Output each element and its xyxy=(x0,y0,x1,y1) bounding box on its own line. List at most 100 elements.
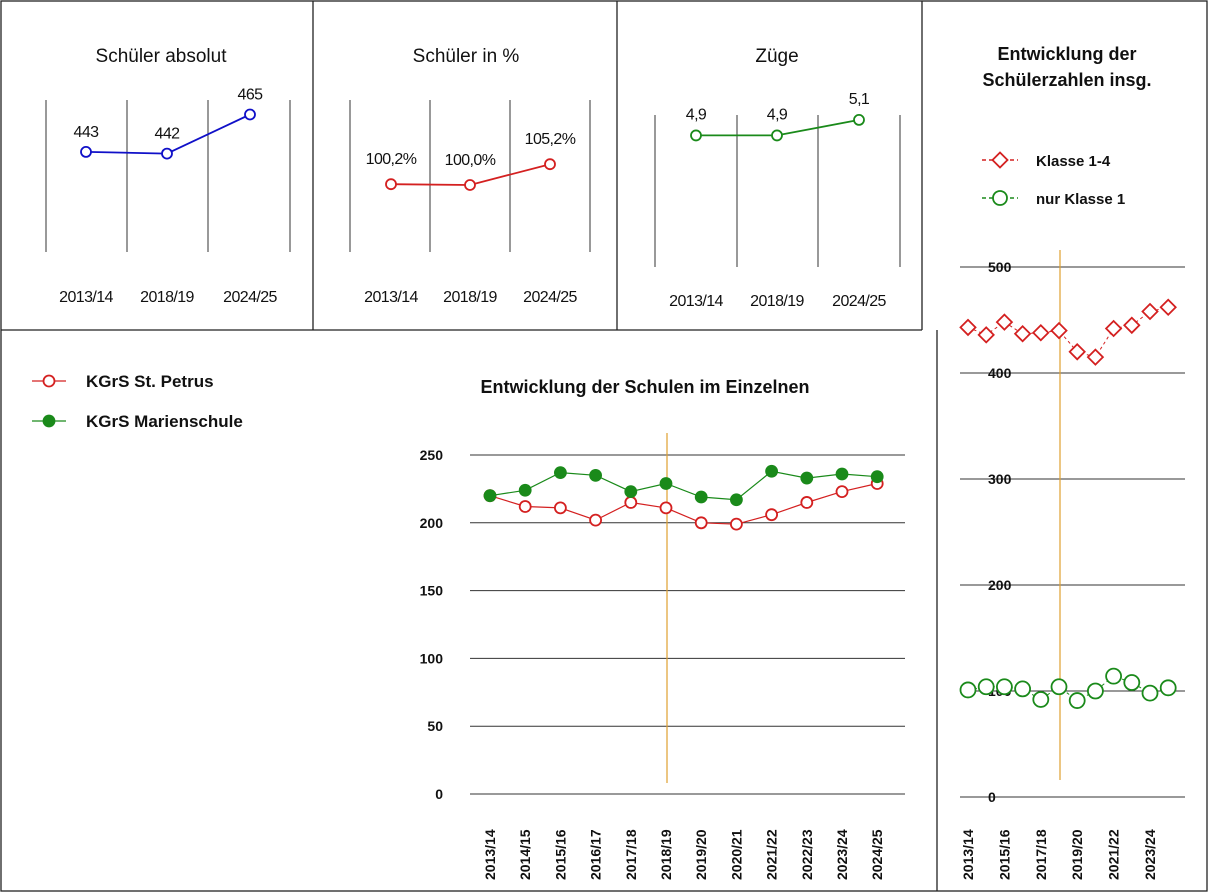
panel3-point-2 xyxy=(771,129,783,142)
panel4-ytick-6: 500 xyxy=(988,259,1012,275)
panel5-series-1-point-2 xyxy=(518,500,532,513)
panel5-xtick-1: 2013/14 xyxy=(482,829,498,880)
panel5-ytick-4: 150 xyxy=(420,583,444,599)
panel5-xtick-9: 2021/22 xyxy=(764,829,780,880)
panel4-legend-label-2: nur Klasse 1 xyxy=(1036,191,1125,208)
panel5-xtick-3: 2015/16 xyxy=(552,829,568,880)
panel5-legend-label-1: KGrS St. Petrus xyxy=(86,372,214,391)
panel1-data-label-3: 465 xyxy=(238,87,264,104)
panel4-title-line2: Schülerzahlen insg. xyxy=(982,70,1151,90)
panel2-point-3 xyxy=(544,158,556,171)
panel2-data-label-3: 105,2% xyxy=(525,131,576,148)
panel4-series-2-point-6 xyxy=(1050,678,1068,696)
panel5-xtick-5: 2017/18 xyxy=(623,829,639,880)
panel5-xtick-2: 2014/15 xyxy=(517,829,533,880)
panel4-series-1-point-11 xyxy=(1141,302,1159,321)
panel5-ytick-2: 50 xyxy=(427,718,443,734)
panel1-data-label-1: 443 xyxy=(74,124,100,141)
panel5-ytick-6: 250 xyxy=(420,447,444,463)
panel4-series-2-point-11 xyxy=(1141,684,1159,702)
panel4-ytick-3: 200 xyxy=(988,577,1012,593)
panel3-xtick-1: 2013/14 xyxy=(669,293,723,310)
panel2-data-label-1: 100,2% xyxy=(366,151,417,168)
panel5-title: Entwicklung der Schulen im Einzelnen xyxy=(480,377,809,397)
panel1-data-label-2: 442 xyxy=(155,126,181,143)
panel3-data-label-1: 4,9 xyxy=(686,106,707,123)
panel3-point-1 xyxy=(690,129,702,142)
panel4-series-1-point-3 xyxy=(995,313,1014,331)
panel5-legend-marker-1 xyxy=(42,374,56,388)
panel5-series-1-point-9 xyxy=(765,508,778,522)
panel5-xtick-11: 2023/24 xyxy=(834,829,850,880)
panel5-series-1-point-4 xyxy=(589,513,602,527)
panel4-series-1-line xyxy=(967,306,1169,358)
panel2-grid xyxy=(349,100,591,252)
panel5-legend: KGrS St. Petrus KGrS Marienschule xyxy=(32,372,243,431)
panel5-series-2-point-10 xyxy=(800,471,814,485)
panel4-legend-label-1: Klasse 1-4 xyxy=(1036,153,1111,170)
panel2-data-label-2: 100,0% xyxy=(445,152,496,169)
panel4-xtick-1: 2013/14 xyxy=(960,829,976,880)
panel4-series-1-point-7 xyxy=(1068,343,1086,361)
panel5-series-1-point-7 xyxy=(694,516,708,530)
panel1-grid xyxy=(45,100,291,252)
panel1-plot: 443 442 465 xyxy=(74,87,264,160)
panel2-xtick-2: 2018/19 xyxy=(443,289,497,306)
panel4-grid: 01002003004005002013/142015/162017/18201… xyxy=(960,250,1185,880)
panel4-series-1-point-5 xyxy=(1032,323,1050,342)
panel2-title: Schüler in % xyxy=(413,46,520,67)
panel5-series-2-point-12 xyxy=(870,470,884,484)
panel4-series-2-point-12 xyxy=(1159,679,1177,697)
panel5-xtick-6: 2018/19 xyxy=(658,829,674,880)
panel5-series-2-point-4 xyxy=(589,468,602,482)
panel5-series-2-point-8 xyxy=(730,493,743,507)
panel5-series-2-point-11 xyxy=(835,467,849,481)
panel4-legend-marker-2 xyxy=(992,190,1008,206)
panel4-series-2-point-10 xyxy=(1123,674,1141,691)
panel5-series-2-point-2 xyxy=(518,483,532,497)
panel1-xtick-2: 2018/19 xyxy=(140,289,194,306)
panel4-xtick-3: 2017/18 xyxy=(1033,829,1049,880)
panel4-series-1-point-12 xyxy=(1159,298,1177,317)
panel2-point-2 xyxy=(464,179,476,191)
panel5-xtick-7: 2019/20 xyxy=(693,829,709,880)
panel5-legend-marker-2 xyxy=(42,414,56,428)
panel5-xtick-4: 2016/17 xyxy=(588,829,604,880)
panel4-series-1-point-1 xyxy=(959,318,977,337)
panel2-point-1 xyxy=(385,178,397,191)
panel5-series-2-point-1 xyxy=(483,489,497,503)
panel4-series-1-point-4 xyxy=(1013,325,1032,343)
panel3-xtick-2: 2018/19 xyxy=(750,293,804,310)
panel4-xtick-5: 2021/22 xyxy=(1106,829,1122,880)
panel5-series-1-point-6 xyxy=(659,501,673,515)
panel4-xtick-2: 2015/16 xyxy=(996,829,1012,880)
panel5-series-2-point-9 xyxy=(765,464,778,478)
panel4-xtick-4: 2019/20 xyxy=(1069,829,1085,880)
panel5-series-1-point-11 xyxy=(835,485,849,499)
panel5-series-1-point-10 xyxy=(800,496,814,509)
panel5-xtick-8: 2020/21 xyxy=(728,829,744,880)
panel5-series-2-point-7 xyxy=(694,490,708,504)
panel5-ytick-3: 100 xyxy=(420,650,444,666)
panel4-plot xyxy=(959,298,1177,709)
panel4-series-2-point-8 xyxy=(1087,682,1104,700)
panel5-ytick-1: 0 xyxy=(435,786,443,802)
panel3-data-label-3: 5,1 xyxy=(849,91,870,108)
panel4-series-2-point-7 xyxy=(1068,692,1086,709)
panel4-series-2-point-3 xyxy=(996,678,1013,696)
panel4-series-1-point-10 xyxy=(1123,316,1141,335)
panel5-xtick-10: 2022/23 xyxy=(799,829,815,880)
panel4-title-line1: Entwicklung der xyxy=(997,44,1136,64)
panel2-plot: 100,2% 100,0% 105,2% xyxy=(366,131,576,191)
panel1-point-3 xyxy=(244,108,256,121)
panel5-series-2-point-6 xyxy=(659,477,673,490)
panel3-xtick-3: 2024/25 xyxy=(832,293,886,310)
panel4-legend-marker-1 xyxy=(991,151,1009,169)
panel4-series-1-point-8 xyxy=(1086,348,1105,366)
panel4-series-1-point-9 xyxy=(1104,319,1123,338)
panel1-point-2 xyxy=(161,147,173,160)
panel3-data-label-2: 4,9 xyxy=(767,106,788,123)
panel4-ytick-4: 300 xyxy=(988,471,1012,487)
